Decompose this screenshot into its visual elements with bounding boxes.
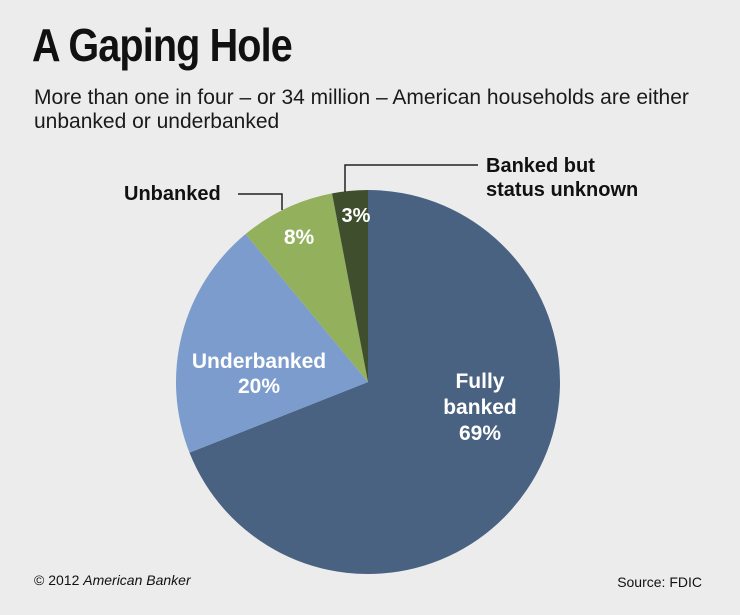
callout-leader-banked-but-status-unknown bbox=[344, 164, 478, 192]
chart-subtitle: More than one in four – or 34 million – … bbox=[34, 86, 689, 133]
slice-label-underbanked: Underbanked 20% bbox=[192, 350, 326, 398]
slice-label-fully-banked: Fully banked 69% bbox=[443, 370, 517, 445]
pie-slice-underbanked bbox=[175, 234, 368, 453]
chart-title: A Gaping Hole bbox=[32, 19, 293, 71]
slice-label-banked-but-status-unknown: 3% bbox=[342, 205, 371, 227]
callout-label-unbanked: Unbanked bbox=[124, 183, 221, 205]
copyright-prefix: © 2012 bbox=[34, 572, 84, 588]
pie-slice-fully-banked bbox=[189, 190, 560, 575]
pie-slice-banked-but-status-unknown bbox=[332, 190, 368, 382]
source-note: Source: FDIC bbox=[617, 574, 702, 590]
copyright-brand: American Banker bbox=[83, 572, 191, 588]
slice-label-unbanked: 8% bbox=[284, 226, 315, 249]
pie-slice-unbanked bbox=[245, 193, 368, 382]
callout-label-banked-but-status-unknown: Banked but status unknown bbox=[486, 155, 638, 201]
copyright-notice: © 2012 American Banker bbox=[34, 572, 191, 588]
callout-leader-unbanked bbox=[238, 193, 283, 210]
